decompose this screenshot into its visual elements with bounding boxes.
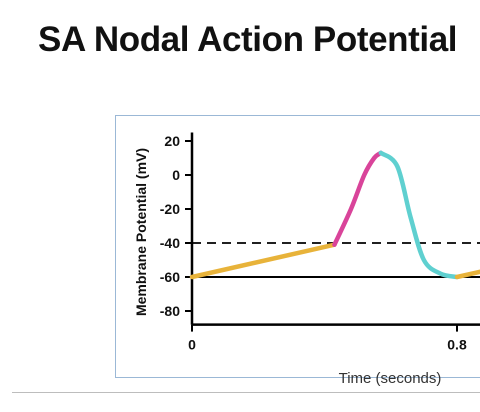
chart-frame [115, 115, 480, 378]
y-tick-label: -60 [160, 269, 180, 285]
y-axis-label: Membrane Potential (mV) [133, 148, 149, 316]
y-tick-label: 20 [164, 133, 180, 149]
x-tick-label: 0 [188, 337, 196, 353]
x-axis-label: Time (seconds) [339, 370, 442, 387]
slide-divider [12, 392, 480, 393]
series-pacemaker [454, 269, 480, 280]
y-tick-label: -40 [160, 235, 180, 251]
y-tick-label: 0 [172, 167, 180, 183]
series-repolarization [378, 150, 460, 280]
series-pacemaker [189, 242, 337, 280]
y-tick-label: -20 [160, 201, 180, 217]
slide-title: SA Nodal Action Potential [38, 20, 458, 59]
x-tick-label: 0.8 [447, 337, 467, 353]
series-depolarization [332, 150, 384, 247]
y-tick-label: -80 [160, 303, 180, 319]
